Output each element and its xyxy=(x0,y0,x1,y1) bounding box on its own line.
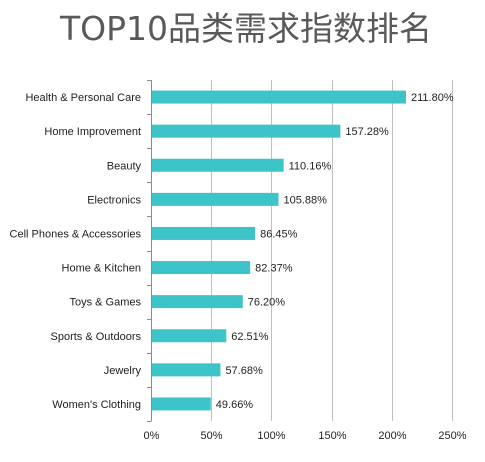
category-label: Electronics xyxy=(87,194,141,206)
category-label: Women's Clothing xyxy=(52,399,141,411)
bar xyxy=(152,124,341,138)
data-label: 76.20% xyxy=(248,297,286,309)
data-label: 62.51% xyxy=(231,331,269,343)
data-label: 105.88% xyxy=(283,194,327,206)
x-tick-label: 200% xyxy=(378,430,406,442)
bar xyxy=(152,329,227,343)
category-label: Sports & Outdoors xyxy=(51,331,142,343)
bar xyxy=(152,261,251,275)
category-label: Jewelry xyxy=(104,365,142,377)
value-labels: 211.80% 157.28% 110.16% 105.88% 86.45% 82.37%… xyxy=(216,92,454,411)
category-label: Home Improvement xyxy=(44,126,141,138)
bar-layer xyxy=(152,90,407,411)
data-label: 49.66% xyxy=(216,399,254,411)
bar xyxy=(152,363,221,377)
category-label: Home & Kitchen xyxy=(62,263,141,275)
data-label: 57.68% xyxy=(225,365,263,377)
data-label: 110.16% xyxy=(289,160,332,172)
chart-title: TOP10品类需求指数排名 xyxy=(59,9,432,48)
bar xyxy=(152,192,279,206)
category-label: Toys & Games xyxy=(69,297,141,309)
bar xyxy=(152,158,284,172)
x-tick-label: 150% xyxy=(318,430,346,442)
bar xyxy=(152,295,243,309)
bar xyxy=(152,397,211,411)
category-label: Health & Personal Care xyxy=(25,92,141,104)
x-tick-label: 250% xyxy=(438,430,466,442)
data-label: 157.28% xyxy=(345,126,389,138)
bar xyxy=(152,226,256,240)
category-label: Beauty xyxy=(107,160,142,172)
data-label: 82.37% xyxy=(255,263,293,275)
x-tick-label: 50% xyxy=(200,430,222,442)
category-labels: Health & Personal Care Home Improvement Be… xyxy=(10,92,142,411)
x-tick-label: 100% xyxy=(257,430,285,442)
category-label: Cell Phones & Accessories xyxy=(10,228,142,240)
bar xyxy=(152,90,407,104)
x-tick-label: 0% xyxy=(144,430,160,442)
data-label: 211.80% xyxy=(411,92,454,104)
x-axis-ticks: 0% 50% 100% 150% 200% 250% xyxy=(144,430,467,442)
data-label: 86.45% xyxy=(260,228,298,240)
